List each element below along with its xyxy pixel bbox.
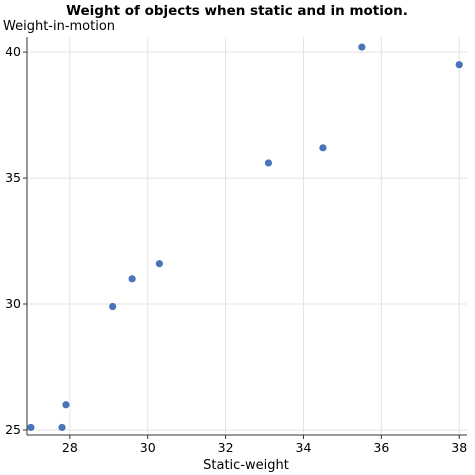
y-axis-label: Weight-in-motion bbox=[3, 19, 115, 34]
x-tick-label: 30 bbox=[140, 440, 156, 455]
data-point bbox=[455, 61, 463, 69]
data-point bbox=[319, 144, 327, 152]
grid-lines bbox=[27, 37, 467, 435]
data-points bbox=[27, 43, 463, 432]
axes bbox=[23, 37, 467, 439]
x-tick-label: 38 bbox=[451, 440, 467, 455]
y-tick-label: 35 bbox=[5, 170, 21, 185]
tick-labels: 28 30 32 34 36 38 25 30 35 40 bbox=[5, 44, 467, 455]
data-point bbox=[62, 401, 70, 409]
data-point bbox=[58, 423, 66, 432]
x-tick-label: 32 bbox=[218, 440, 234, 455]
data-point bbox=[264, 159, 273, 167]
x-tick-label: 34 bbox=[296, 440, 312, 455]
data-point bbox=[358, 43, 366, 51]
data-point bbox=[109, 302, 117, 311]
x-axis-label: Static-weight bbox=[203, 458, 289, 473]
x-tick-label: 28 bbox=[62, 440, 78, 455]
y-tick-label: 25 bbox=[5, 422, 21, 437]
data-point bbox=[27, 423, 35, 432]
x-tick-label: 36 bbox=[373, 440, 389, 455]
y-tick-label: 30 bbox=[5, 296, 21, 311]
data-point bbox=[155, 260, 163, 268]
data-point bbox=[128, 275, 136, 283]
chart-title: Weight of objects when static and in mot… bbox=[66, 3, 408, 19]
y-tick-label: 40 bbox=[5, 44, 21, 59]
